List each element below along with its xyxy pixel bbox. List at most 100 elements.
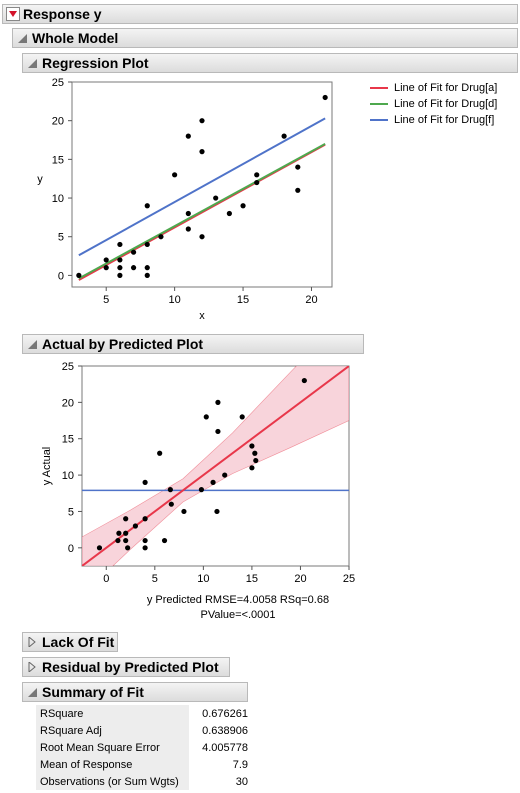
residual-by-predicted-title: Residual by Predicted Plot bbox=[42, 659, 219, 675]
stat-value: 4.005778 bbox=[202, 741, 248, 754]
disclosure-open-icon[interactable] bbox=[25, 337, 39, 351]
legend-swatch bbox=[370, 87, 388, 89]
y-tick-label: 10 bbox=[62, 470, 74, 482]
y-tick-label: 10 bbox=[52, 193, 64, 205]
regression-plot-header[interactable]: Regression Plot bbox=[22, 53, 518, 73]
disclosure-open-icon[interactable] bbox=[25, 56, 39, 70]
data-point bbox=[103, 265, 109, 271]
actual-by-predicted-plot: 0 5 10 15 20 25 0 5 10 15 20 25 y Actual bbox=[41, 361, 355, 585]
data-point bbox=[117, 265, 123, 271]
x-tick-label: 15 bbox=[246, 573, 258, 585]
x-tick-label: 15 bbox=[237, 294, 249, 306]
table-row: Observations (or Sum Wgts) 30 bbox=[36, 773, 252, 790]
y-tick-label: 5 bbox=[68, 506, 74, 518]
data-point bbox=[295, 164, 301, 170]
data-point bbox=[198, 487, 205, 493]
summary-of-fit-table: RSquare 0.676261 RSquare Adj 0.638906 Ro… bbox=[36, 705, 252, 790]
x-tick-label: 5 bbox=[152, 573, 158, 585]
x-tick-label: 0 bbox=[103, 573, 109, 585]
regression-plot: 0 5 10 15 20 25 5 10 15 20 x y bbox=[37, 77, 333, 322]
legend-item-drug-d: Line of Fit for Drug[d] bbox=[370, 96, 497, 112]
data-point bbox=[199, 234, 205, 240]
data-point bbox=[103, 257, 109, 263]
red-triangle-menu-icon[interactable] bbox=[6, 7, 20, 21]
data-point bbox=[185, 133, 191, 139]
data-point bbox=[115, 537, 121, 544]
y-axis-label: y bbox=[37, 174, 43, 186]
abp-caption-stats: y Predicted RMSE=4.0058 RSq=0.68 bbox=[146, 594, 330, 606]
abp-caption-pvalue: PValue=<.0001 bbox=[200, 609, 276, 621]
table-row: RSquare 0.676261 bbox=[36, 705, 252, 722]
x-tick-label: 10 bbox=[197, 573, 209, 585]
disclosure-open-icon[interactable] bbox=[15, 31, 29, 45]
legend-item-drug-a: Line of Fit for Drug[a] bbox=[370, 80, 497, 96]
data-point bbox=[252, 450, 258, 456]
data-point bbox=[249, 465, 255, 471]
fit-line-drug-f bbox=[78, 117, 326, 257]
disclosure-closed-icon[interactable] bbox=[25, 635, 39, 649]
summary-of-fit-title: Summary of Fit bbox=[42, 684, 144, 700]
table-row: Mean of Response 7.9 bbox=[36, 756, 252, 773]
table-row: Root Mean Square Error 4.005778 bbox=[36, 739, 252, 756]
x-tick-label: 20 bbox=[305, 294, 317, 306]
data-point bbox=[144, 265, 150, 271]
data-point bbox=[96, 545, 103, 551]
data-point bbox=[142, 545, 148, 551]
response-title: Response y bbox=[23, 6, 102, 22]
data-point bbox=[210, 479, 216, 485]
data-point bbox=[117, 272, 123, 278]
data-point bbox=[144, 272, 150, 278]
data-point bbox=[222, 472, 228, 478]
lack-of-fit-header[interactable]: Lack Of Fit bbox=[22, 632, 118, 652]
legend-label: Line of Fit for Drug[a] bbox=[394, 82, 498, 94]
y-tick-label: 15 bbox=[62, 434, 74, 446]
data-point bbox=[254, 172, 260, 178]
summary-of-fit-header[interactable]: Summary of Fit bbox=[22, 682, 248, 702]
data-point bbox=[215, 428, 221, 435]
data-point bbox=[249, 443, 255, 449]
actual-by-predicted-header[interactable]: Actual by Predicted Plot bbox=[22, 334, 364, 354]
data-point bbox=[185, 226, 191, 232]
data-point bbox=[117, 241, 123, 248]
x-tick-label: 20 bbox=[294, 573, 306, 585]
data-point bbox=[144, 241, 150, 248]
data-point bbox=[167, 487, 173, 493]
data-point bbox=[116, 530, 122, 536]
legend-label: Line of Fit for Drug[f] bbox=[394, 114, 495, 126]
data-point bbox=[158, 234, 164, 240]
data-point bbox=[142, 516, 148, 522]
data-point bbox=[253, 457, 259, 464]
data-point bbox=[214, 508, 220, 515]
data-point bbox=[168, 501, 174, 507]
lack-of-fit-title: Lack Of Fit bbox=[42, 634, 115, 650]
stat-label: Root Mean Square Error bbox=[36, 739, 189, 756]
data-point bbox=[130, 265, 137, 271]
response-header[interactable]: Response y bbox=[2, 4, 518, 24]
data-point bbox=[226, 210, 232, 217]
plot-frame bbox=[71, 81, 333, 288]
data-point bbox=[181, 508, 187, 515]
whole-model-title: Whole Model bbox=[32, 30, 119, 46]
stat-value: 0.638906 bbox=[202, 724, 248, 737]
disclosure-open-icon[interactable] bbox=[25, 685, 39, 699]
disclosure-closed-icon[interactable] bbox=[25, 660, 39, 674]
residual-by-predicted-header[interactable]: Residual by Predicted Plot bbox=[22, 657, 230, 677]
data-point bbox=[185, 210, 191, 217]
data-point bbox=[132, 523, 138, 529]
table-row: RSquare Adj 0.638906 bbox=[36, 722, 252, 739]
data-point bbox=[144, 203, 150, 209]
x-axis-label: x bbox=[199, 310, 205, 322]
actual-by-predicted-title: Actual by Predicted Plot bbox=[42, 336, 204, 352]
data-point bbox=[125, 545, 131, 551]
stat-label: RSquare bbox=[36, 705, 189, 722]
data-point bbox=[123, 537, 129, 544]
data-point bbox=[239, 414, 245, 420]
whole-model-header[interactable]: Whole Model bbox=[12, 28, 518, 48]
data-point bbox=[161, 537, 168, 544]
y-tick-label: 25 bbox=[62, 361, 74, 373]
y-tick-label: 0 bbox=[58, 270, 64, 282]
stat-label: RSquare Adj bbox=[36, 722, 189, 739]
stat-label: Mean of Response bbox=[36, 756, 189, 773]
fit-line-drug-d bbox=[78, 143, 326, 280]
regression-legend: Line of Fit for Drug[a] Line of Fit for … bbox=[370, 80, 497, 128]
